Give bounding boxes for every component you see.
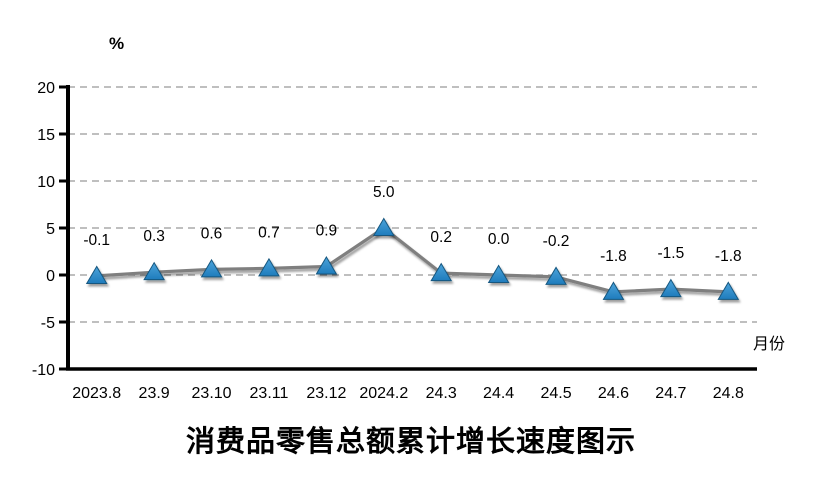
x-tick-label: 2024.2: [359, 385, 408, 402]
y-axis-unit-label: %: [109, 34, 125, 53]
x-tick-label: 23.12: [306, 385, 346, 402]
data-point-label: -0.1: [83, 232, 110, 249]
x-tick-label: 2023.8: [72, 385, 121, 402]
x-tick-label: 24.7: [655, 385, 686, 402]
data-point-label: -1.8: [600, 248, 627, 265]
data-point-marker: [602, 281, 625, 300]
data-point-marker: [85, 265, 108, 284]
data-point-label: 5.0: [373, 184, 395, 201]
data-point-label: 0.2: [430, 229, 452, 246]
data-point-label: -1.5: [658, 245, 685, 262]
x-axis-title: 月份: [753, 336, 786, 353]
data-point-label: 0.7: [258, 224, 280, 241]
data-point-label: -0.2: [543, 233, 570, 250]
data-point-marker: [717, 281, 740, 300]
series-line: [96, 226, 729, 294]
data-point-label: 0.0: [488, 231, 510, 248]
data-point-marker: [487, 264, 510, 283]
y-tick-label: 0: [46, 268, 55, 285]
x-tick-label: 23.10: [192, 385, 232, 402]
data-point-label: 0.9: [316, 223, 338, 240]
y-tick-label: 20: [37, 80, 55, 97]
y-tick-label: 15: [37, 127, 55, 144]
y-tick-label: 10: [37, 174, 55, 191]
chart-title: 消费品零售总额累计增长速度图示: [185, 426, 636, 458]
x-tick-label: 24.8: [713, 385, 744, 402]
x-tick-label: 24.3: [426, 385, 457, 402]
x-tick-label: 24.6: [598, 385, 629, 402]
y-tick-label: -10: [32, 362, 55, 379]
x-tick-label: 23.11: [250, 385, 289, 402]
y-tick-label: -5: [41, 315, 55, 332]
y-tick-label: 5: [46, 221, 55, 238]
data-point-label: 0.3: [143, 228, 165, 245]
data-point-marker: [200, 258, 223, 278]
data-point-marker: [660, 278, 682, 298]
data-point-marker: [430, 262, 453, 282]
data-point-marker: [143, 261, 165, 281]
data-point-marker: [258, 257, 280, 277]
x-tick-label: 23.9: [139, 385, 170, 402]
data-point-label: 0.6: [201, 225, 223, 242]
data-point-marker: [545, 266, 567, 285]
x-tick-label: 24.5: [540, 385, 571, 402]
line-chart-canvas: 20 15 10 5 0 -5 -10 2023.8 23.9 23.10 23.11 23.12 20…: [32, 80, 757, 402]
data-point-marker: [372, 217, 395, 236]
x-tick-label: 24.4: [483, 385, 514, 402]
data-point-marker: [315, 256, 338, 275]
data-point-label: -1.8: [715, 248, 742, 265]
